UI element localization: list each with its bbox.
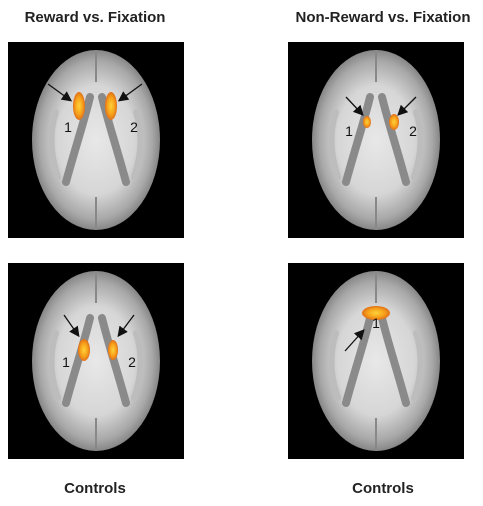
column-title: Non-Reward vs. Fixation [295, 9, 470, 26]
activation-blob [389, 114, 399, 130]
activation-blob [73, 92, 85, 120]
page: Reward vs. Fixation Non-Reward vs. Fixat… [0, 0, 483, 501]
region-label: 1 [345, 123, 353, 139]
region-label: 1 [372, 315, 380, 331]
column-footer: Controls [64, 480, 126, 497]
region-label: 1 [64, 119, 72, 135]
column-footer: Controls [352, 480, 414, 497]
activation-blob [78, 339, 90, 361]
activation-blob [105, 92, 117, 120]
region-label: 1 [62, 354, 70, 370]
column-title: Reward vs. Fixation [25, 9, 166, 26]
brain-panel: 1 [288, 263, 464, 459]
region-label: 2 [130, 119, 138, 135]
figure: Reward vs. Fixation Non-Reward vs. Fixat… [0, 0, 483, 501]
activation-blob [363, 116, 371, 128]
region-label: 2 [409, 123, 417, 139]
activation-blob [108, 340, 118, 360]
region-label: 2 [128, 354, 136, 370]
